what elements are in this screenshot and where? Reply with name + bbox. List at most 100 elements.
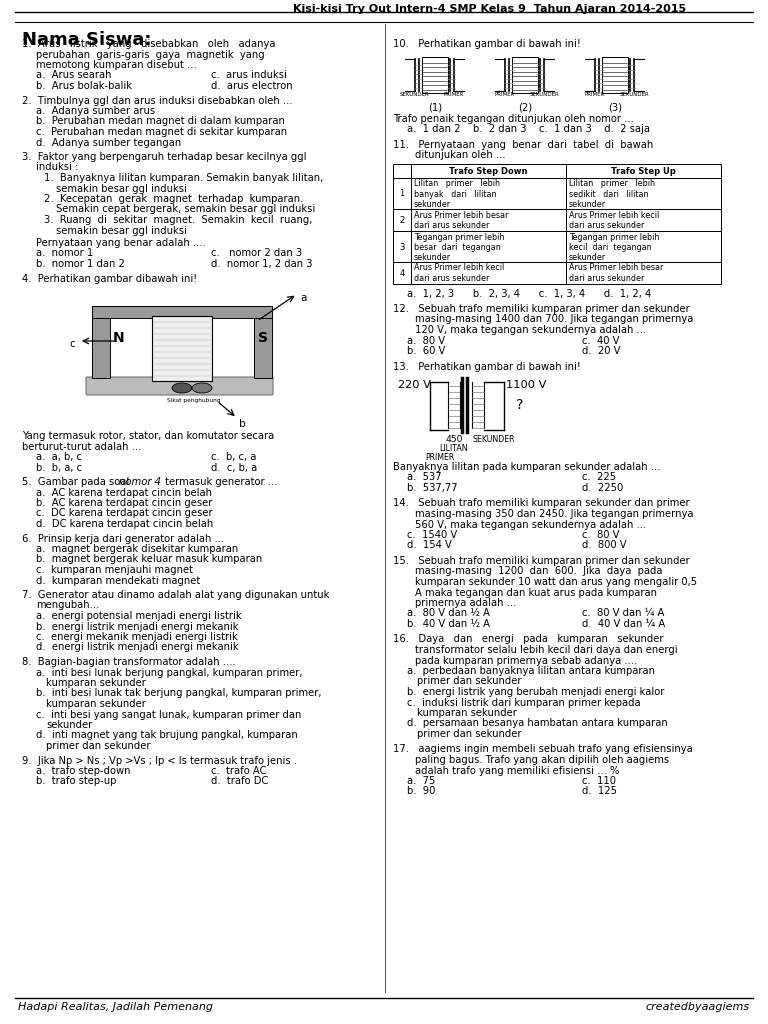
Text: 3.  Ruang  di  sekitar  magnet.  Semakin  kecil  ruang,: 3. Ruang di sekitar magnet. Semakin keci…	[44, 215, 313, 225]
Text: a.  Arus searah: a. Arus searah	[36, 71, 111, 81]
Text: c.  80 V: c. 80 V	[582, 530, 620, 540]
Text: c.  40 V: c. 40 V	[582, 336, 620, 345]
Text: A maka tegangan dan kuat arus pada kumparan: A maka tegangan dan kuat arus pada kumpa…	[415, 588, 657, 597]
Text: a.  75: a. 75	[407, 776, 435, 786]
Text: 3: 3	[399, 243, 405, 252]
Text: Trafo penaik tegangan ditunjukan oleh nomor ...: Trafo penaik tegangan ditunjukan oleh no…	[393, 114, 634, 124]
Text: memotong kumparan disebut ...: memotong kumparan disebut ...	[36, 60, 197, 70]
Text: b.  60 V: b. 60 V	[407, 346, 445, 356]
Bar	[393, 230, 721, 261]
Text: 17.   aagiems ingin membeli sebuah trafo yang efisiensinya: 17. aagiems ingin membeli sebuah trafo y…	[393, 744, 693, 755]
Text: a.  a, b, c: a. a, b, c	[36, 452, 82, 462]
Text: a.  perbedaan banyaknya lilitan antara kumparan: a. perbedaan banyaknya lilitan antara ku…	[407, 666, 655, 676]
Text: 1.  Arus   listrik   yang   disebabkan   oleh   adanya: 1. Arus listrik yang disebabkan oleh ada…	[22, 39, 276, 49]
Text: 7.  Generator atau dinamo adalah alat yang digunakan untuk: 7. Generator atau dinamo adalah alat yan…	[22, 590, 329, 600]
Text: Semakin cepat bergerak, semakin besar ggl induksi: Semakin cepat bergerak, semakin besar gg…	[56, 205, 315, 214]
Text: a.  Adanya sumber arus: a. Adanya sumber arus	[36, 106, 155, 116]
Text: Trafo Step Down: Trafo Step Down	[449, 167, 528, 176]
Text: 2.  Kecepatan  gerak  magnet  terhadap  kumparan.: 2. Kecepatan gerak magnet terhadap kumpa…	[44, 194, 303, 204]
Text: PRIMER: PRIMER	[425, 453, 455, 462]
Text: 15.   Sebuah trafo memiliki kumparan primer dan sekunder: 15. Sebuah trafo memiliki kumparan prime…	[393, 556, 690, 566]
Text: nomor 4: nomor 4	[119, 477, 161, 487]
Text: 220 V: 220 V	[398, 380, 431, 390]
Text: b.  b, a, c: b. b, a, c	[36, 463, 82, 472]
Text: 13.   Perhatikan gambar di bawah ini!: 13. Perhatikan gambar di bawah ini!	[393, 361, 581, 372]
Bar	[254, 318, 272, 378]
Text: a.  537: a. 537	[407, 472, 442, 482]
Text: c: c	[69, 339, 74, 349]
Text: 2: 2	[399, 216, 405, 225]
Text: PRIMER: PRIMER	[584, 92, 605, 97]
Text: d.  energi listrik menjadi energi mekanik: d. energi listrik menjadi energi mekanik	[36, 642, 239, 652]
Text: termasuk generator ...: termasuk generator ...	[162, 477, 277, 487]
Text: b.  Arus bolak-balik: b. Arus bolak-balik	[36, 81, 132, 91]
Text: c.  arus induksi: c. arus induksi	[211, 71, 287, 81]
Text: Lilitan   primer   lebih
banyak   dari   lilitan
sekunder: Lilitan primer lebih banyak dari lilitan…	[414, 179, 500, 209]
Text: semakin besar ggl induksi: semakin besar ggl induksi	[56, 225, 187, 236]
Text: b.  90: b. 90	[407, 786, 435, 797]
Text: Tegangan primer lebih
besar  dari  tegangan
sekunder: Tegangan primer lebih besar dari teganga…	[414, 232, 505, 262]
Text: Hadapi Realitas, Jadilah Pemenang: Hadapi Realitas, Jadilah Pemenang	[18, 1002, 213, 1012]
Ellipse shape	[192, 383, 212, 393]
Text: d.  20 V: d. 20 V	[582, 346, 621, 356]
Bar	[422, 56, 448, 92]
Text: 1.  Banyaknya lilitan kumparan. Semakin banyak lilitan,: 1. Banyaknya lilitan kumparan. Semakin b…	[44, 173, 323, 183]
Text: kumparan sekunder: kumparan sekunder	[46, 678, 146, 688]
Text: b.  AC karena terdapat cincin geser: b. AC karena terdapat cincin geser	[36, 498, 213, 508]
Text: 16.   Daya   dan   energi   pada   kumparan   sekunder: 16. Daya dan energi pada kumparan sekund…	[393, 635, 664, 644]
Text: d.  800 V: d. 800 V	[582, 541, 627, 551]
Text: 6.  Prinsip kerja dari generator adalah ...: 6. Prinsip kerja dari generator adalah .…	[22, 534, 224, 544]
Text: primernya adalah ...: primernya adalah ...	[415, 598, 516, 608]
Text: 1: 1	[399, 189, 405, 199]
Text: Kisi-kisi Try Out Intern-4 SMP Kelas 9  Tahun Ajaran 2014-2015: Kisi-kisi Try Out Intern-4 SMP Kelas 9 T…	[293, 4, 687, 14]
Text: d.  arus electron: d. arus electron	[211, 81, 293, 91]
Text: createdbyaagiems: createdbyaagiems	[646, 1002, 750, 1012]
Text: masing-masing 350 dan 2450. Jika tegangan primernya: masing-masing 350 dan 2450. Jika teganga…	[415, 509, 694, 519]
Text: c.  energi mekanik menjadi energi listrik: c. energi mekanik menjadi energi listrik	[36, 632, 238, 642]
Text: kumparan sekunder: kumparan sekunder	[46, 699, 146, 709]
Text: PRIMER: PRIMER	[444, 92, 464, 97]
Text: d.  40 V dan ¼ A: d. 40 V dan ¼ A	[582, 618, 665, 629]
Bar	[92, 306, 272, 318]
Text: c.  trafo AC: c. trafo AC	[211, 766, 266, 776]
Text: d.  trafo DC: d. trafo DC	[211, 776, 268, 786]
Text: S: S	[258, 331, 268, 345]
Text: LILITAN: LILITAN	[440, 444, 468, 453]
Text: a.  AC karena terdapat cincin belah: a. AC karena terdapat cincin belah	[36, 487, 212, 498]
Bar	[393, 261, 721, 284]
Text: b.  trafo step-up: b. trafo step-up	[36, 776, 117, 786]
Text: a.  1 dan 2    b.  2 dan 3    c.  1 dan 3    d.  2 saja: a. 1 dan 2 b. 2 dan 3 c. 1 dan 3 d. 2 sa…	[407, 124, 650, 134]
Text: a.  inti besi lunak berjung pangkal, kumparan primer,: a. inti besi lunak berjung pangkal, kump…	[36, 668, 303, 678]
Text: N: N	[113, 331, 125, 345]
Text: d.  DC karena terdapat cincin belah: d. DC karena terdapat cincin belah	[36, 519, 214, 529]
Bar	[393, 177, 721, 209]
Bar	[512, 56, 538, 92]
Text: c.  kumparan menjauhi magnet: c. kumparan menjauhi magnet	[36, 565, 193, 575]
Text: kumparan sekunder: kumparan sekunder	[417, 708, 517, 718]
Text: 12.   Sebuah trafo memiliki kumparan primer dan sekunder: 12. Sebuah trafo memiliki kumparan prime…	[393, 304, 690, 314]
Text: 3.  Faktor yang berpengaruh terhadap besar kecilnya ggl: 3. Faktor yang berpengaruh terhadap besa…	[22, 152, 306, 162]
Text: kumparan sekunder 10 watt dan arus yang mengalir 0,5: kumparan sekunder 10 watt dan arus yang …	[415, 577, 697, 587]
Text: Pernyataan yang benar adalah ....: Pernyataan yang benar adalah ....	[36, 238, 209, 248]
Text: paling bagus. Trafo yang akan dipilih oleh aagiems: paling bagus. Trafo yang akan dipilih ol…	[415, 755, 669, 765]
Text: b.  inti besi lunak tak berjung pangkal, kumparan primer,: b. inti besi lunak tak berjung pangkal, …	[36, 688, 322, 698]
Text: (2): (2)	[518, 102, 532, 113]
Text: d.  inti magnet yang tak brujung pangkal, kumparan: d. inti magnet yang tak brujung pangkal,…	[36, 730, 298, 740]
Text: d.  kumparan mendekati magnet: d. kumparan mendekati magnet	[36, 575, 200, 586]
Text: b: b	[239, 419, 246, 429]
Text: d.  125: d. 125	[582, 786, 617, 797]
Bar	[152, 316, 212, 381]
Text: 4: 4	[399, 269, 405, 278]
Text: c.  225: c. 225	[582, 472, 616, 482]
Text: c.  80 V dan ¼ A: c. 80 V dan ¼ A	[582, 608, 664, 618]
Text: Nama Siswa:: Nama Siswa:	[22, 31, 151, 49]
Bar	[393, 164, 721, 177]
Text: SEKUNDER: SEKUNDER	[473, 435, 515, 444]
Text: sekunder: sekunder	[46, 720, 92, 730]
Text: 560 V, maka tegangan sekundernya adalah ...: 560 V, maka tegangan sekundernya adalah …	[415, 519, 646, 529]
Text: Sikat penghubung: Sikat penghubung	[167, 398, 220, 403]
Text: primer dan sekunder: primer dan sekunder	[417, 677, 521, 686]
Text: 120 V, maka tegangan sekundernya adalah ...: 120 V, maka tegangan sekundernya adalah …	[415, 325, 646, 335]
Text: c.  Perubahan medan magnet di sekitar kumparan: c. Perubahan medan magnet di sekitar kum…	[36, 127, 287, 137]
FancyBboxPatch shape	[86, 377, 273, 395]
